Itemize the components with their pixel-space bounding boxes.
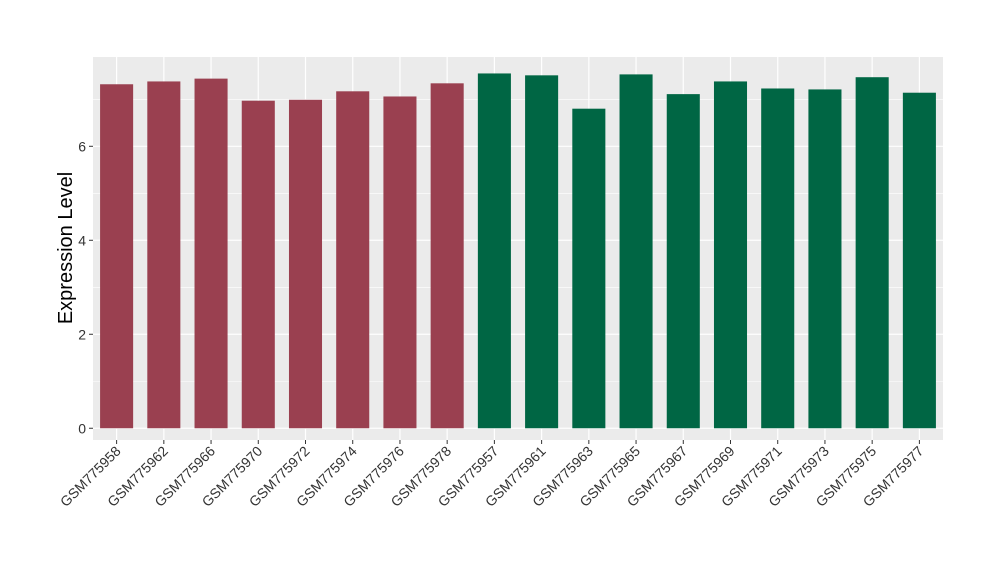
y-axis-title: Expression Level [55, 172, 77, 324]
y-axis: 0 2 4 6 [78, 138, 93, 436]
y-tick-label: 0 [78, 420, 86, 436]
bar-GSM775967 [666, 94, 700, 429]
bar-GSM775969 [713, 81, 748, 429]
plot-panel [93, 57, 943, 440]
bar-GSM775976 [383, 96, 417, 429]
minor-gridlines [93, 98, 943, 382]
bar-GSM775971 [761, 88, 795, 429]
bar-GSM775961 [525, 75, 559, 429]
bar-GSM775966 [194, 78, 228, 429]
y-tick-label: 6 [78, 138, 86, 154]
y-tick-label: 2 [78, 326, 86, 342]
bar-GSM775958 [100, 84, 134, 429]
bar-GSM775970 [241, 100, 275, 429]
bar-GSM775973 [808, 89, 842, 429]
x-axis: GSM775958GSM775962GSM775966GSM775970GSM7… [57, 440, 927, 510]
bar-GSM775965 [619, 74, 653, 429]
bar-GSM775957 [477, 73, 511, 429]
bar-GSM775978 [430, 83, 464, 429]
bar-GSM775975 [855, 77, 889, 429]
bars [100, 73, 936, 429]
bar-GSM775977 [902, 92, 936, 429]
bar-GSM775962 [147, 81, 181, 429]
bar-GSM775963 [572, 108, 606, 429]
bar-GSM775974 [336, 91, 370, 429]
y-tick-label: 4 [78, 232, 86, 248]
bar-GSM775972 [288, 99, 323, 429]
